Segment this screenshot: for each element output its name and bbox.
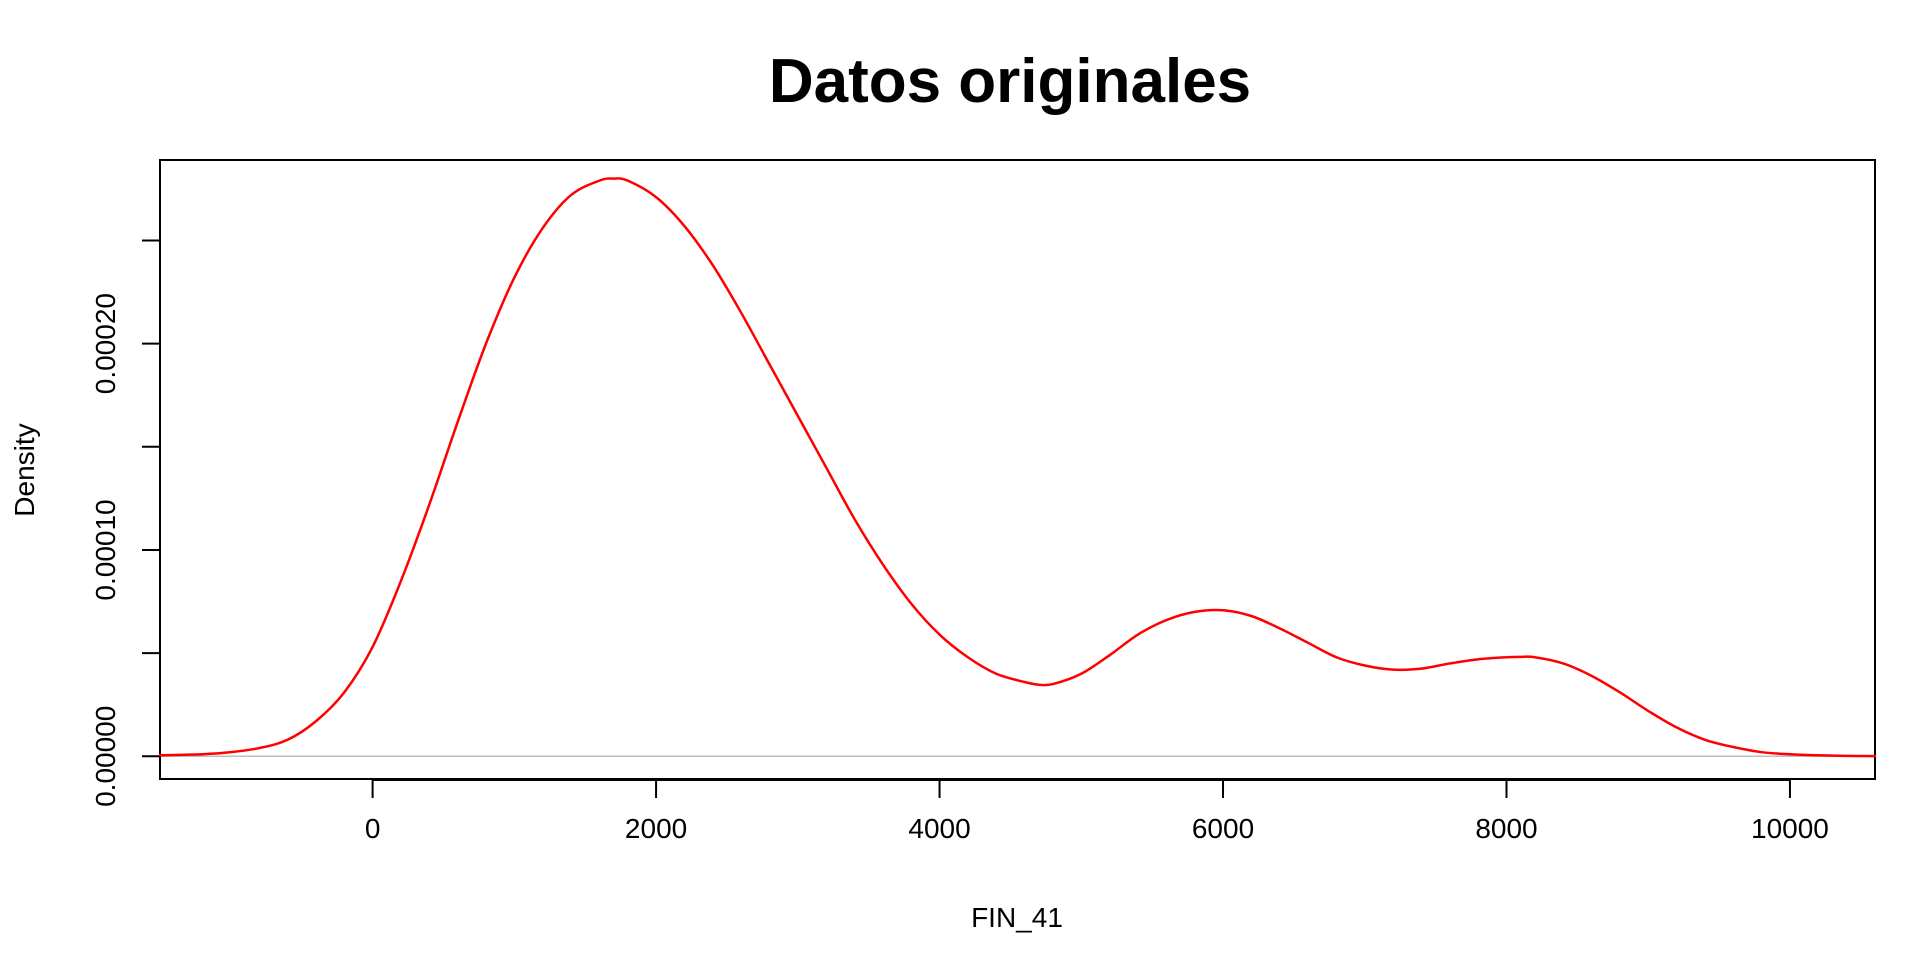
x-tick-label: 4000 [908,813,970,844]
density-line [158,177,1877,758]
plot-frame [159,159,1876,780]
x-tick-label: 8000 [1475,813,1537,844]
y-axis-label: Density [9,423,40,516]
x-tick-label: 2000 [625,813,687,844]
x-axis-label: FIN_41 [971,902,1063,933]
x-tick-label: 0 [365,813,381,844]
x-tick-label: 10000 [1751,813,1829,844]
y-axis: 0.00000 0.00010 0.00020 [90,239,161,807]
y-tick-label: 0.00020 [90,293,121,394]
chart-title: Datos originales [769,47,1251,116]
y-tick-label: 0.00010 [90,499,121,600]
x-axis: 0 2000 4000 6000 8000 10000 [365,779,1829,844]
y-tick-label: 0.00000 [90,706,121,807]
x-tick-label: 6000 [1192,813,1254,844]
